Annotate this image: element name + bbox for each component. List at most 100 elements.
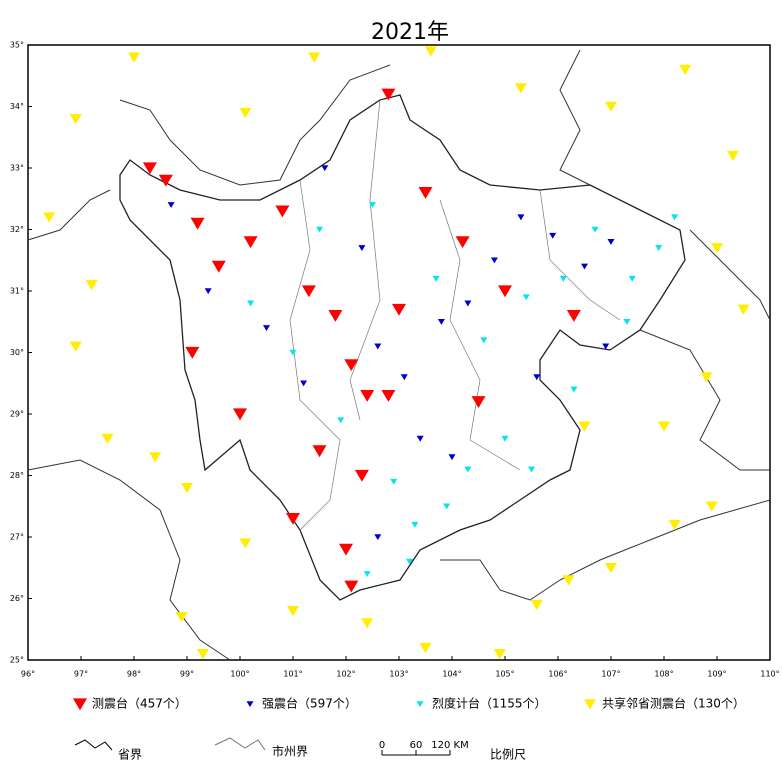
station	[522, 294, 530, 301]
station	[275, 205, 290, 218]
border	[559, 49, 601, 191]
border	[440, 499, 771, 601]
x-tick-label: 105°	[495, 670, 514, 679]
station	[204, 288, 212, 295]
map-title: 2021年	[371, 20, 449, 45]
legend-label: 共享邻省测震台（130个）	[602, 696, 745, 711]
y-tick-label: 25°	[10, 656, 24, 665]
y-tick-label: 30°	[10, 348, 24, 357]
station	[464, 300, 472, 307]
station	[668, 519, 681, 531]
y-tick-label: 34°	[10, 102, 24, 111]
station	[287, 606, 299, 617]
y-tick-label: 33°	[10, 164, 24, 173]
station	[471, 396, 486, 408]
y-tick-label: 27°	[10, 533, 24, 542]
station	[239, 538, 252, 549]
border	[689, 229, 771, 321]
station	[400, 374, 408, 381]
x-tick-label: 108°	[654, 670, 673, 679]
station	[190, 217, 205, 230]
legend-label: 市州界	[272, 744, 308, 759]
station	[448, 454, 456, 461]
border	[119, 64, 391, 186]
y-tick-label: 28°	[10, 471, 24, 480]
x-tick-label: 104°	[442, 670, 461, 679]
station	[167, 202, 175, 209]
station	[566, 310, 581, 322]
station	[363, 571, 371, 578]
y-tick-label: 32°	[10, 225, 24, 234]
x-tick-label: 107°	[601, 670, 620, 679]
station	[344, 580, 359, 593]
x-tick-label: 102°	[336, 670, 355, 679]
station	[679, 64, 692, 75]
station	[101, 433, 114, 444]
station	[211, 260, 226, 273]
legend-label: 测震台（457个）	[92, 696, 187, 711]
station	[416, 435, 424, 442]
station	[581, 263, 588, 270]
city-borders	[289, 99, 621, 531]
station	[570, 386, 578, 393]
legend-label: 比例尺	[490, 748, 526, 762]
scale-label: 0	[379, 740, 385, 751]
station	[424, 46, 437, 57]
station	[737, 304, 750, 315]
station	[602, 343, 610, 350]
x-tick-label: 103°	[389, 670, 408, 679]
station	[344, 359, 359, 372]
station	[390, 478, 398, 485]
scale-label: 60	[410, 740, 423, 751]
station	[374, 343, 382, 350]
station	[337, 417, 345, 424]
border	[27, 189, 111, 241]
city-border	[439, 199, 521, 471]
legend-marker	[73, 698, 87, 711]
legend: 省界 市州界 比例尺	[74, 737, 526, 762]
station	[308, 52, 321, 63]
legend-marker	[416, 701, 424, 708]
station	[711, 243, 723, 254]
station	[562, 575, 575, 586]
station	[549, 232, 557, 239]
station	[233, 408, 247, 421]
legend-label: 省界	[118, 748, 142, 762]
station	[517, 214, 525, 221]
legend-label: 烈度计台（1155个）	[432, 696, 547, 711]
station	[85, 280, 98, 291]
station	[142, 162, 157, 175]
x-tick-label: 101°	[283, 670, 302, 679]
station	[501, 435, 509, 442]
city-border	[289, 179, 341, 531]
legend-label: 强震台（597个）	[262, 696, 357, 711]
x-tick-label: 96°	[21, 670, 35, 679]
x-tick-label: 100°	[230, 670, 249, 679]
station	[374, 534, 382, 541]
station	[149, 452, 162, 463]
x-tick-label: 106°	[548, 670, 567, 679]
x-tick-label: 99°	[180, 670, 194, 679]
station	[128, 52, 140, 63]
station	[312, 445, 327, 458]
station	[381, 88, 396, 101]
x-tick-label: 110°	[760, 670, 779, 679]
sichuan-border	[119, 94, 686, 601]
station	[623, 318, 631, 325]
station	[498, 285, 512, 298]
y-tick-label: 29°	[10, 410, 24, 419]
station	[628, 275, 636, 282]
station	[605, 101, 617, 112]
station	[196, 649, 209, 660]
station	[360, 389, 375, 402]
station	[247, 300, 255, 307]
station	[455, 236, 470, 249]
legend-marker	[584, 699, 596, 710]
station	[239, 107, 252, 119]
station	[578, 421, 591, 432]
station	[263, 325, 270, 332]
station	[300, 380, 308, 387]
scale-label: 120 KM	[431, 740, 468, 751]
legend-province-line	[74, 739, 113, 751]
